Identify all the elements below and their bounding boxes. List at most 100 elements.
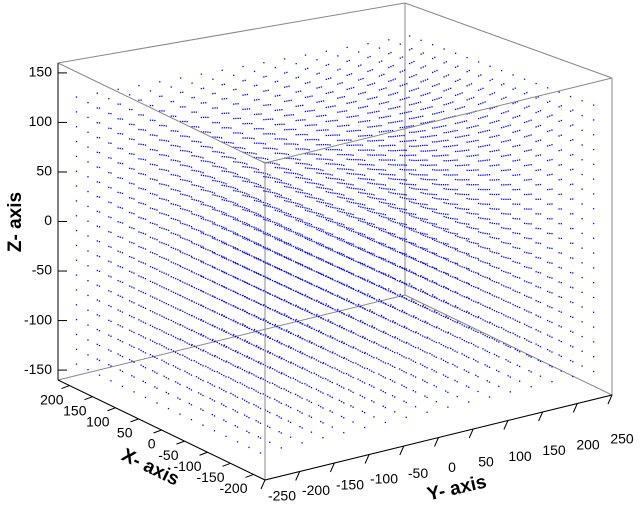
point	[310, 283, 313, 285]
point	[108, 171, 110, 174]
point	[480, 317, 482, 320]
point	[167, 289, 170, 291]
point	[463, 281, 465, 283]
point	[461, 193, 463, 196]
point	[401, 197, 404, 199]
point	[340, 341, 343, 344]
point	[253, 359, 255, 361]
point	[426, 411, 428, 413]
point	[369, 224, 371, 227]
point	[452, 145, 454, 147]
point	[535, 300, 537, 302]
point	[468, 327, 470, 329]
point	[271, 191, 274, 194]
point	[202, 334, 205, 337]
point	[364, 120, 366, 122]
point	[119, 162, 121, 164]
point	[371, 400, 373, 402]
point	[348, 215, 350, 217]
point	[482, 246, 484, 249]
point	[477, 174, 480, 176]
point	[381, 145, 383, 147]
point	[436, 141, 438, 143]
point	[422, 80, 424, 82]
point	[202, 424, 204, 426]
point	[128, 270, 131, 273]
point	[560, 208, 562, 210]
point	[459, 308, 461, 310]
point	[308, 149, 310, 151]
point	[310, 372, 313, 374]
point	[317, 227, 320, 229]
point	[424, 65, 427, 67]
point	[371, 149, 373, 151]
point	[581, 188, 583, 190]
point	[246, 208, 248, 210]
point	[253, 197, 255, 199]
point	[546, 232, 549, 234]
point	[310, 416, 313, 418]
point	[477, 160, 480, 162]
point	[382, 331, 384, 334]
point	[341, 240, 343, 242]
point	[383, 145, 385, 147]
point	[236, 441, 239, 443]
point	[288, 229, 290, 232]
point	[322, 437, 324, 439]
point	[186, 180, 188, 182]
point	[381, 215, 383, 218]
point	[151, 340, 154, 342]
point	[443, 215, 445, 218]
point	[443, 62, 445, 64]
point	[401, 56, 404, 58]
point	[431, 281, 433, 283]
point	[369, 112, 371, 114]
point	[248, 371, 251, 373]
point	[211, 354, 213, 356]
point	[477, 245, 480, 247]
point	[128, 226, 131, 228]
point	[285, 227, 287, 229]
point	[514, 160, 516, 162]
point	[454, 174, 456, 176]
point	[345, 314, 348, 316]
point	[301, 204, 303, 206]
point	[315, 153, 318, 155]
point	[110, 320, 112, 323]
point	[244, 296, 246, 298]
point	[248, 209, 250, 211]
point	[338, 340, 341, 343]
point	[225, 287, 228, 289]
point	[396, 294, 399, 296]
point	[128, 314, 131, 317]
point	[546, 261, 549, 263]
point	[581, 276, 583, 279]
point	[177, 382, 179, 384]
point	[436, 254, 438, 257]
point	[357, 173, 359, 175]
point	[174, 233, 177, 235]
point	[119, 325, 121, 327]
point	[592, 104, 595, 106]
point	[269, 293, 272, 295]
point	[371, 385, 373, 387]
point	[592, 296, 595, 299]
point	[406, 183, 408, 185]
point	[209, 161, 211, 163]
point	[151, 208, 154, 210]
point	[549, 100, 551, 103]
point	[269, 382, 271, 384]
point	[343, 327, 346, 330]
point	[255, 153, 257, 155]
point	[235, 277, 237, 279]
point	[376, 197, 378, 200]
point	[243, 147, 246, 150]
point	[445, 89, 447, 91]
point	[419, 203, 422, 205]
point	[537, 301, 539, 303]
point	[193, 345, 195, 347]
point	[503, 343, 505, 345]
point	[404, 154, 406, 157]
point	[230, 156, 232, 159]
point	[410, 183, 412, 186]
